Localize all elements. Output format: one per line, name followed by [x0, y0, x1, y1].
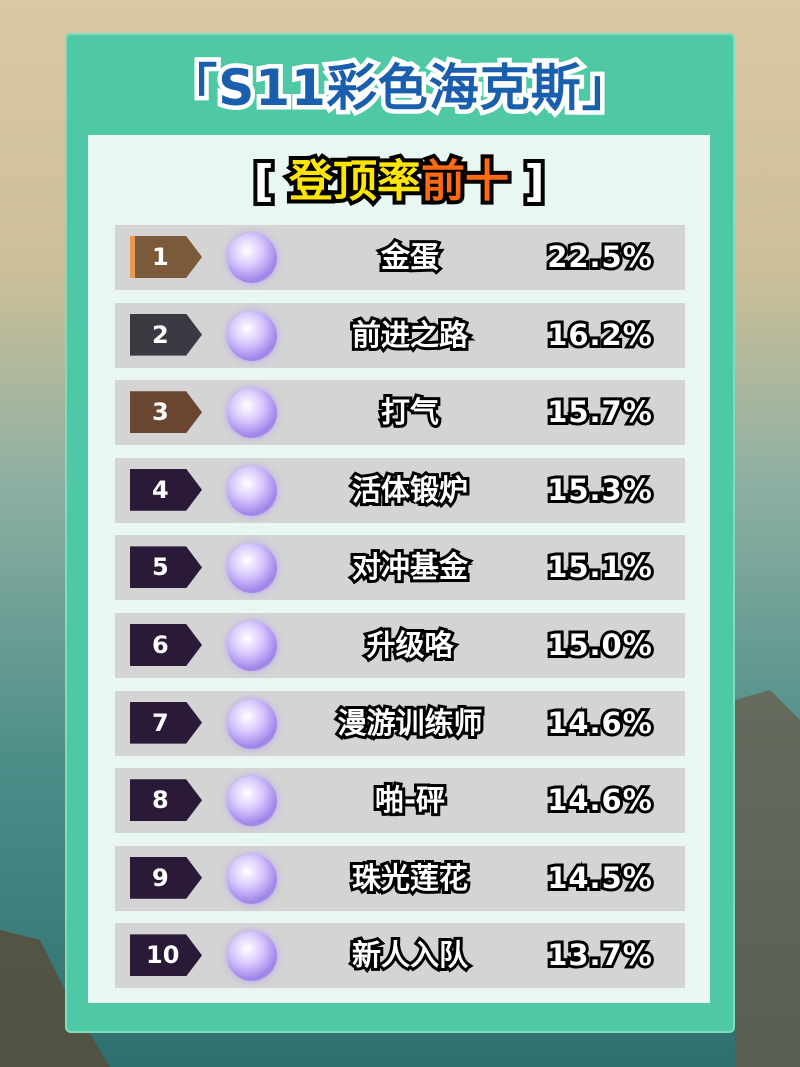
top-rate: 14.6% [544, 780, 655, 820]
top-rate: 15.7% [544, 392, 655, 432]
augment-name: 打气 [378, 392, 442, 432]
augment-name: 升级咯 [363, 625, 456, 665]
table-row: 10 新人入队 13.7% [115, 923, 685, 989]
rank-badge: 7 [130, 701, 202, 744]
bracket-close: ] [520, 152, 548, 211]
table-row: 7 漫游训练师 14.6% [115, 690, 685, 756]
top-rate: 14.6% [544, 703, 655, 743]
top-rate: 16.2% [544, 315, 655, 355]
table-row: 6 升级咯 15.0% [115, 613, 685, 678]
path-forward-icon [227, 310, 277, 361]
pearl-lotus-icon [227, 853, 277, 904]
page-title: 「S11彩色海克斯」 [163, 55, 637, 122]
pump-up-icon [227, 388, 277, 439]
top-rate: 22.5% [544, 237, 655, 277]
augment-name: 新人入队 [349, 935, 471, 975]
rank-badge: 10 [130, 934, 202, 977]
living-forge-icon [227, 465, 277, 516]
subtitle: [ 登顶率前十 ] [88, 145, 710, 211]
rank-badge: 3 [130, 391, 202, 434]
hedge-fund-icon [227, 543, 277, 594]
augment-name: 漫游训练师 [334, 703, 485, 743]
top-rate: 13.7% [544, 935, 655, 975]
table-row: 1 金蛋 22.5% [115, 225, 685, 290]
augment-name: 珠光莲花 [349, 858, 471, 898]
level-up-icon [227, 621, 277, 671]
pop-bang-icon [227, 776, 277, 827]
subtitle-part2: 前十 [417, 152, 513, 211]
augment-name: 金蛋 [378, 237, 442, 277]
table-row: 3 打气 15.7% [115, 380, 685, 446]
subtitle-part1: 登顶率 [285, 152, 425, 211]
top-rate: 15.0% [544, 625, 655, 665]
bracket-open: [ [250, 152, 278, 211]
rank-badge: 8 [130, 779, 202, 822]
table-row: 8 啪-砰 14.6% [115, 768, 685, 834]
table-row: 4 活体锻炉 15.3% [115, 457, 685, 523]
ranking-panel: 「S11彩色海克斯」 [ 登顶率前十 ] 1 金蛋 22.5% 2 前进之路 16.2% 3… [65, 33, 735, 1033]
top-rate: 14.5% [544, 858, 655, 898]
header: 「S11彩色海克斯」 [65, 33, 735, 135]
rank-badge: 6 [130, 624, 202, 666]
rank-badge: 4 [130, 468, 202, 511]
top-rate: 15.3% [544, 470, 655, 510]
augment-name: 前进之路 [349, 315, 471, 355]
table-row: 2 前进之路 16.2% [115, 302, 685, 368]
new-recruit-icon [227, 931, 277, 982]
augment-name: 活体锻炉 [349, 470, 471, 510]
augment-name: 啪-砰 [372, 780, 448, 820]
rank-badge: 1 [130, 236, 202, 278]
table-row: 5 对冲基金 15.1% [115, 535, 685, 601]
augment-name: 对冲基金 [349, 547, 471, 587]
top-rate: 15.1% [544, 547, 655, 587]
rank-badge: 9 [130, 856, 202, 899]
table-row: 9 珠光莲花 14.5% [115, 845, 685, 911]
wandering-trainer-icon [227, 698, 277, 749]
rank-badge: 5 [130, 546, 202, 589]
rank-badge: 2 [130, 313, 202, 356]
ranking-card: [ 登顶率前十 ] 1 金蛋 22.5% 2 前进之路 16.2% 3 打气 15.7% 4 活体锻… [88, 135, 710, 1003]
golden-egg-icon [227, 233, 277, 283]
